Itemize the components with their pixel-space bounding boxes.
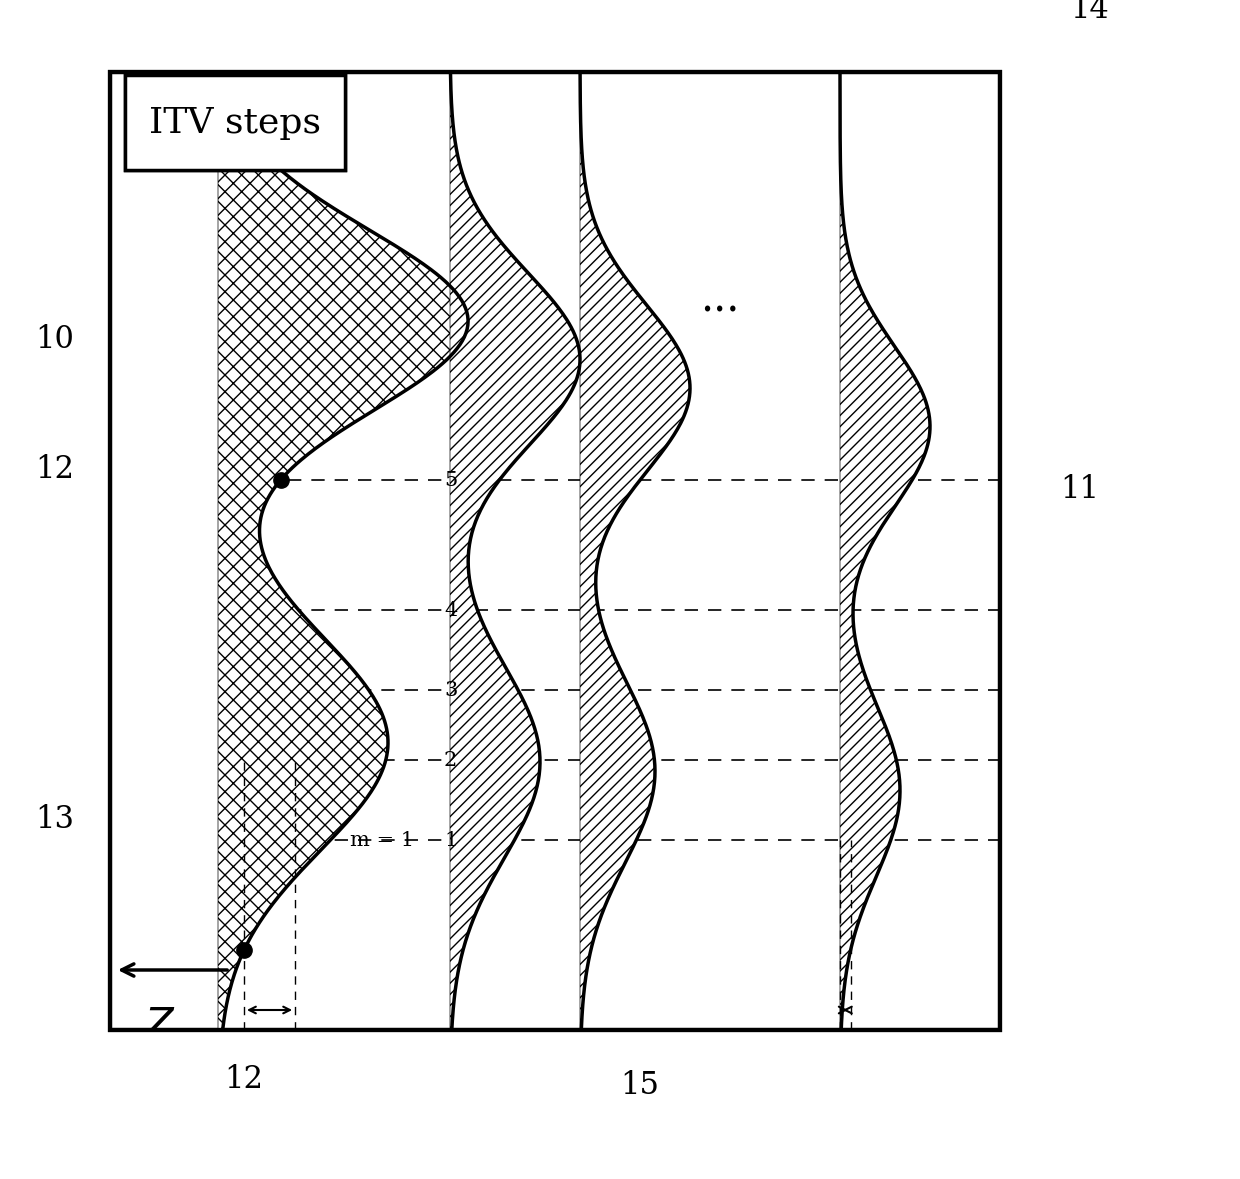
Text: m = 1: m = 1 bbox=[350, 830, 414, 850]
Bar bbox=[125, 75, 345, 170]
Text: FIG. 2: FIG. 2 bbox=[1048, 664, 1152, 696]
Text: 10: 10 bbox=[36, 324, 74, 356]
Text: 15: 15 bbox=[620, 1069, 660, 1100]
Text: $\delta Z_i^{m}$: $\delta Z_i^{m}$ bbox=[823, 1030, 867, 1058]
Bar bbox=[0, 0, 110, 1179]
Text: 4: 4 bbox=[444, 600, 458, 619]
Text: 5: 5 bbox=[444, 470, 458, 489]
Polygon shape bbox=[218, 72, 467, 1030]
Bar bbox=[110, 0, 999, 72]
Text: 11: 11 bbox=[1060, 474, 1100, 506]
Text: 2: 2 bbox=[444, 751, 458, 770]
Text: 3: 3 bbox=[444, 680, 458, 699]
Bar bbox=[999, 0, 1240, 1179]
Text: $\Delta Z_{glo}^{m}$: $\Delta Z_{glo}^{m}$ bbox=[243, 1030, 295, 1061]
Text: 12: 12 bbox=[224, 1065, 264, 1095]
Text: 12: 12 bbox=[36, 454, 74, 486]
Polygon shape bbox=[839, 72, 930, 1030]
Bar bbox=[110, 72, 999, 1030]
Polygon shape bbox=[580, 72, 689, 1030]
Text: ITV steps: ITV steps bbox=[149, 105, 321, 139]
Bar bbox=[110, 1030, 999, 1179]
Text: ITV steps: ITV steps bbox=[149, 105, 321, 139]
Text: 14: 14 bbox=[1070, 0, 1110, 26]
Bar bbox=[125, 75, 345, 170]
Bar bbox=[110, 72, 999, 1030]
Bar bbox=[110, 72, 999, 1030]
Text: 1: 1 bbox=[444, 830, 458, 850]
Text: ...: ... bbox=[701, 279, 740, 321]
Text: 13: 13 bbox=[36, 804, 74, 836]
Text: $Z$: $Z$ bbox=[144, 1005, 176, 1047]
Polygon shape bbox=[450, 72, 580, 1030]
